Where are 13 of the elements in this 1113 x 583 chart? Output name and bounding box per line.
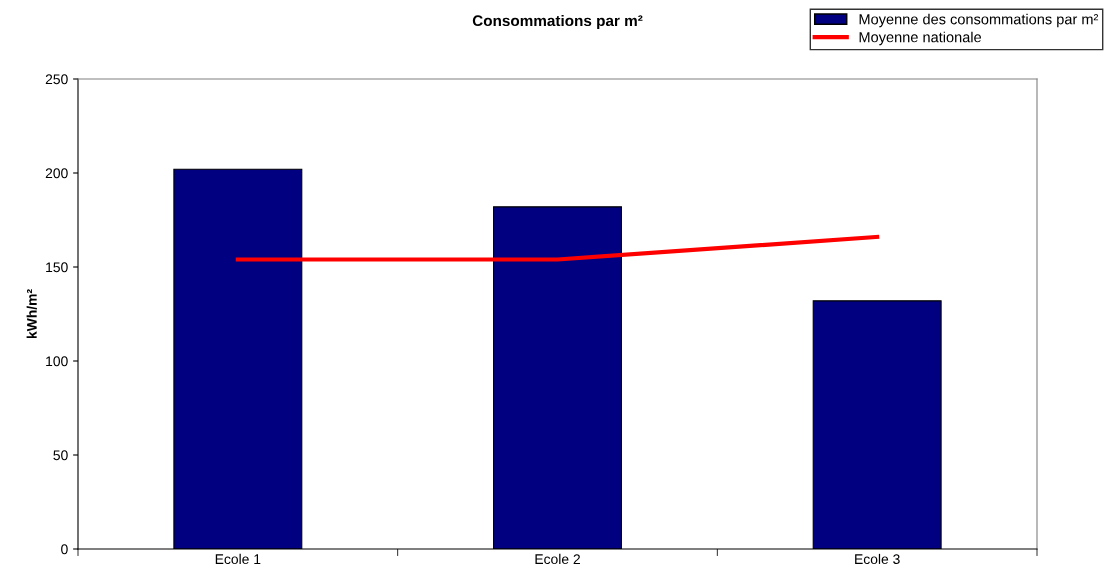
x-tick-label: Ecole 1 bbox=[215, 553, 261, 565]
y-tick-label: 150 bbox=[46, 262, 68, 273]
legend-label: Moyenne nationale bbox=[859, 31, 982, 46]
x-tick-label: Ecole 2 bbox=[535, 553, 580, 565]
y-tick-label: 50 bbox=[53, 450, 68, 461]
legend-label: Moyenne des consommations par m² bbox=[859, 13, 1099, 28]
y-tick-label: 0 bbox=[61, 544, 68, 555]
y-tick-label: 200 bbox=[45, 168, 68, 179]
chart-title: Consommations par m² bbox=[472, 14, 643, 30]
y-axis-title: kWh/m² bbox=[26, 289, 37, 339]
y-tick-label: 250 bbox=[45, 74, 68, 85]
x-tick-label: Ecole 3 bbox=[855, 553, 900, 565]
y-tick-label: 100 bbox=[46, 356, 68, 367]
